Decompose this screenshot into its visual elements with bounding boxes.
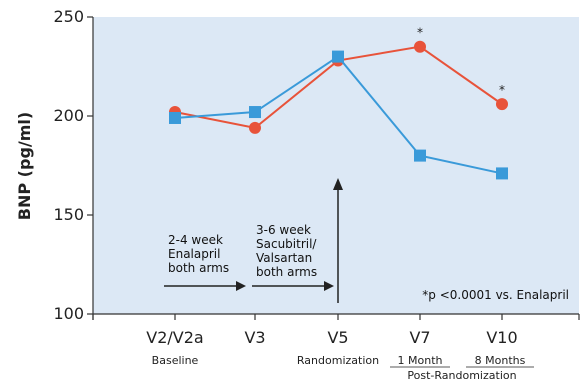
series-1-point [169,111,181,124]
phase2-arrow-head [324,281,334,291]
y-axis-label: BNP (pg/ml) [15,112,34,220]
randomization-arrow-head [333,178,343,190]
phase2-line4: both arms [256,265,317,279]
sublabel-baseline: Baseline [152,354,199,367]
phase1-arrow-head [236,281,246,291]
phase2-annotation: 3-6 week Sacubitril/ Valsartan both arms [252,223,334,291]
series-1-point [332,50,344,63]
phase2-line1: 3-6 week [256,223,311,237]
series-layer: ** [169,26,508,180]
randomization-arrow [333,178,343,303]
footnote: *p <0.0001 vs. Enalapril [422,288,569,302]
x-tick-label: V5 [327,328,348,347]
phase2-line2: Sacubitril/ [256,237,317,251]
significance-marker: * [499,83,505,97]
phase1-line1: 2-4 week [168,233,223,247]
series-1-point [414,149,426,162]
phase1-annotation: 2-4 week Enalapril both arms [164,233,246,291]
phase1-line3: both arms [168,261,229,275]
x-tick-label: V7 [409,328,430,347]
x-tick-label: V2/V2a [146,328,203,347]
x-tick-label: V10 [486,328,517,347]
y-tick-label: 200 [53,106,84,125]
sublabel-eight-months: 8 Months [475,354,526,367]
y-tick-label: 250 [53,7,84,26]
series-0-point [414,40,426,53]
phase2-line3: Valsartan [256,251,312,265]
series-1-point [249,106,261,119]
sublabel-randomization: Randomization [297,354,379,367]
y-ticks: 100 150 200 250 [53,7,93,323]
y-tick-label: 150 [53,205,84,224]
x-ticks: V2/V2a V3 V5 V7 V10 [92,314,580,347]
phase1-line2: Enalapril [168,247,220,261]
y-tick-label: 100 [53,304,84,323]
x-tick-label: V3 [244,328,265,347]
sublabel-post-randomization: Post-Randomization [407,369,516,382]
plot-area [93,17,579,314]
significance-marker: * [417,26,423,40]
series-0-point [496,98,508,111]
sublabel-one-month: 1 Month [398,354,443,367]
series-0-point [249,121,261,134]
series-1-point [496,167,508,180]
